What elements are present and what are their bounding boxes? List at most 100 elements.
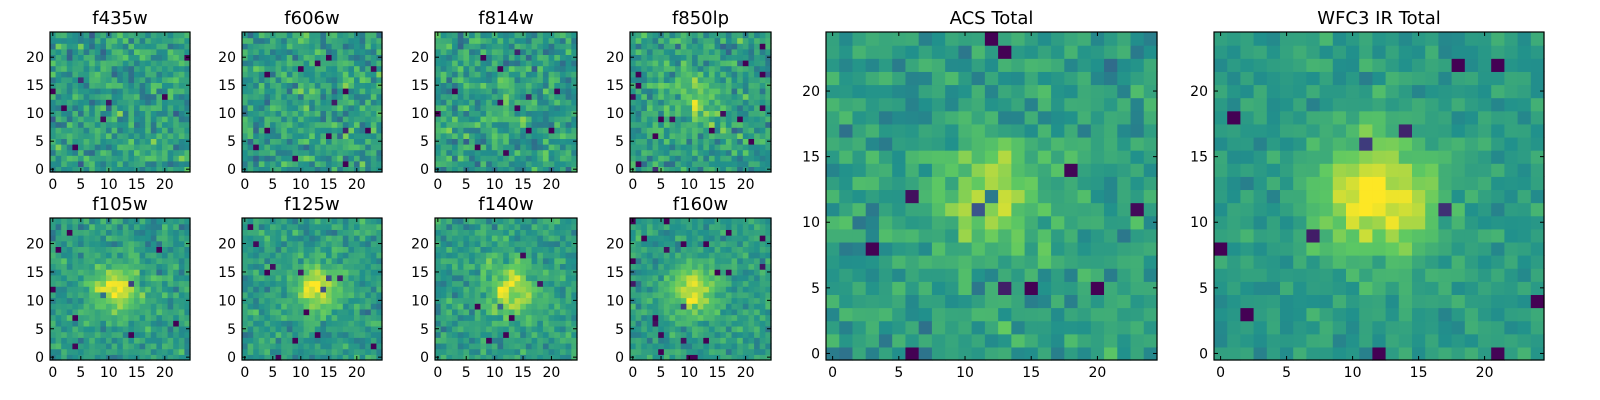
heatmap-cell	[446, 37, 453, 44]
heatmap-cell	[714, 82, 721, 89]
heatmap-cell	[292, 166, 299, 173]
heatmap-cell	[440, 314, 447, 321]
heatmap-cell	[720, 37, 727, 44]
heatmap-cell	[303, 280, 310, 287]
heatmap-cell	[117, 43, 124, 50]
heatmap-cell	[89, 155, 96, 162]
heatmap-cell	[66, 291, 73, 299]
heatmap-cell	[247, 325, 254, 333]
heatmap-cell	[331, 331, 338, 338]
heatmap-cell	[331, 149, 338, 156]
heatmap-cell	[50, 274, 57, 282]
heatmap-cell	[281, 257, 288, 265]
heatmap-cell	[565, 286, 572, 293]
heatmap-cell	[635, 138, 642, 145]
heatmap-cell	[725, 308, 733, 316]
heatmap-cell	[469, 331, 476, 338]
heatmap-cell	[178, 144, 185, 151]
heatmap-cell	[122, 110, 129, 117]
heatmap-cell	[497, 218, 504, 225]
heatmap-cell	[66, 99, 73, 106]
heatmap-cell	[264, 116, 271, 123]
heatmap-cell	[270, 229, 277, 236]
heatmap-cell	[491, 286, 499, 293]
heatmap-cell	[474, 166, 482, 173]
heatmap-cell	[376, 263, 383, 270]
heatmap-cell	[486, 166, 493, 173]
heatmap-cell	[725, 149, 733, 156]
heatmap-cell	[359, 88, 366, 95]
heatmap-cell	[348, 54, 355, 61]
heatmap-cell	[365, 132, 372, 139]
heatmap-cell	[692, 60, 699, 67]
heatmap-cell	[139, 93, 146, 100]
heatmap-cell	[474, 116, 482, 123]
heatmap-cell	[542, 110, 550, 117]
heatmap-cell	[525, 138, 533, 145]
heatmap-cell	[134, 144, 141, 151]
heatmap-cell	[663, 354, 671, 361]
heatmap-cell	[66, 166, 73, 173]
heatmap-cell	[765, 104, 772, 111]
heatmap-cell	[342, 54, 349, 61]
heatmap-cell	[145, 110, 152, 117]
heatmap-cell	[298, 342, 305, 350]
heatmap-cell	[452, 116, 459, 123]
heatmap-cell	[452, 149, 459, 156]
heatmap-cell	[737, 342, 744, 350]
heatmap-cell	[737, 60, 744, 67]
heatmap-cell	[641, 93, 648, 100]
heatmap-cell	[663, 331, 671, 338]
heatmap-cell	[754, 82, 761, 89]
heatmap-cell	[309, 280, 316, 287]
heatmap-cell	[497, 160, 504, 167]
heatmap-cell	[646, 337, 654, 344]
y-tick-label: 5	[227, 322, 236, 338]
heatmap-cell	[342, 65, 349, 72]
heatmap-cell	[742, 65, 750, 72]
heatmap-cell	[309, 257, 316, 265]
heatmap-cell	[435, 223, 442, 230]
heatmap-cell	[370, 43, 377, 50]
heatmap-cell	[708, 303, 716, 310]
heatmap-cell	[571, 263, 578, 270]
heatmap-cell	[565, 54, 572, 61]
heatmap-cell	[247, 337, 254, 344]
heatmap-cell	[537, 82, 544, 89]
heatmap-cell	[331, 280, 338, 287]
heatmap-cell	[167, 252, 174, 259]
heatmap-cell	[292, 218, 299, 225]
heatmap-cell	[571, 116, 578, 123]
heatmap-cell	[486, 110, 493, 117]
x-tick-label: 15	[514, 177, 532, 193]
heatmap-cell	[156, 342, 163, 350]
heatmap-cell	[469, 325, 476, 333]
heatmap-cell	[452, 54, 459, 61]
heatmap-cell	[100, 138, 107, 145]
heatmap-cell	[542, 155, 550, 162]
heatmap-cell	[440, 76, 447, 83]
heatmap-cell	[275, 99, 282, 106]
heatmap-cell	[145, 246, 152, 253]
heatmap-cell	[72, 37, 79, 44]
heatmap-cell	[548, 127, 555, 134]
heatmap-cell	[145, 354, 152, 361]
heatmap-cell	[139, 297, 146, 304]
heatmap-cell	[658, 88, 665, 95]
heatmap-cell	[178, 274, 185, 282]
heatmap-cell	[55, 60, 62, 67]
heatmap-cell	[337, 121, 344, 128]
heatmap-cell	[765, 37, 772, 44]
heatmap-cell	[354, 229, 361, 236]
heatmap-cell	[331, 127, 338, 134]
heatmap-cell	[286, 303, 293, 310]
heatmap-cell	[565, 149, 572, 156]
heatmap-cell	[742, 71, 750, 78]
heatmap-cell	[83, 60, 90, 67]
heatmap-cell	[331, 104, 338, 111]
heatmap-cell	[139, 144, 146, 151]
heatmap-cell	[446, 132, 453, 139]
heatmap-cell	[242, 223, 249, 230]
heatmap-cell	[286, 331, 293, 338]
heatmap-cell	[242, 308, 249, 316]
